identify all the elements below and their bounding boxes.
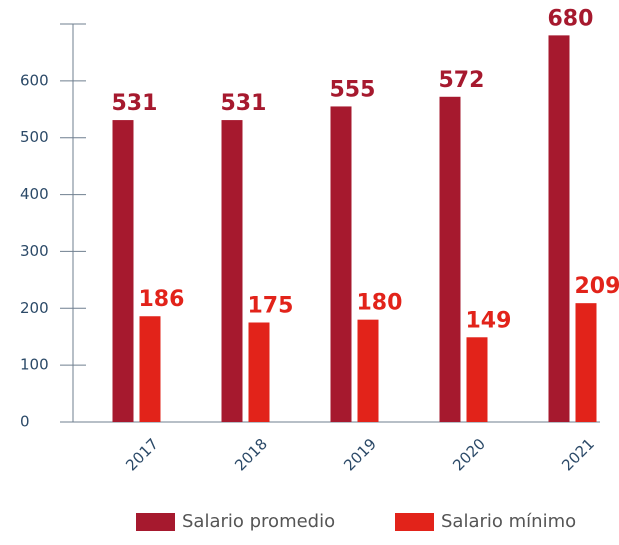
bar	[548, 35, 570, 422]
x-tick-label: 2018	[231, 435, 271, 475]
value-label: 149	[466, 308, 512, 333]
x-tick-label: 2021	[558, 435, 598, 475]
y-tick-label: 500	[20, 128, 49, 146]
bar	[330, 106, 352, 422]
bar	[112, 120, 134, 423]
legend-label: Salario mínimo	[441, 511, 576, 532]
y-tick-label: 300	[20, 242, 49, 260]
y-tick-label: 0	[20, 413, 30, 431]
x-tick-label: 2020	[449, 435, 489, 475]
value-label: 186	[139, 287, 185, 312]
value-label: 555	[330, 77, 376, 102]
y-tick-label: 600	[20, 71, 49, 89]
x-tick-label: 2019	[340, 435, 380, 475]
value-label: 175	[248, 294, 294, 319]
bar	[466, 337, 488, 422]
x-tick-label: 2017	[122, 435, 162, 475]
legend-swatch	[395, 513, 434, 531]
bar	[575, 303, 597, 422]
value-label: 531	[221, 91, 267, 116]
legend-label: Salario promedio	[182, 511, 335, 532]
value-label: 680	[548, 6, 594, 31]
y-tick-label: 200	[20, 299, 49, 317]
bar	[139, 316, 161, 422]
bar	[248, 322, 270, 422]
legend-swatch	[136, 513, 175, 531]
bar	[357, 319, 379, 422]
y-tick-label: 400	[20, 185, 49, 203]
y-tick-label: 100	[20, 356, 49, 374]
value-label: 180	[357, 291, 403, 316]
value-label: 531	[112, 91, 158, 116]
value-label: 209	[575, 274, 619, 299]
bar	[221, 120, 243, 423]
value-label: 572	[439, 68, 485, 93]
bar	[439, 96, 461, 422]
